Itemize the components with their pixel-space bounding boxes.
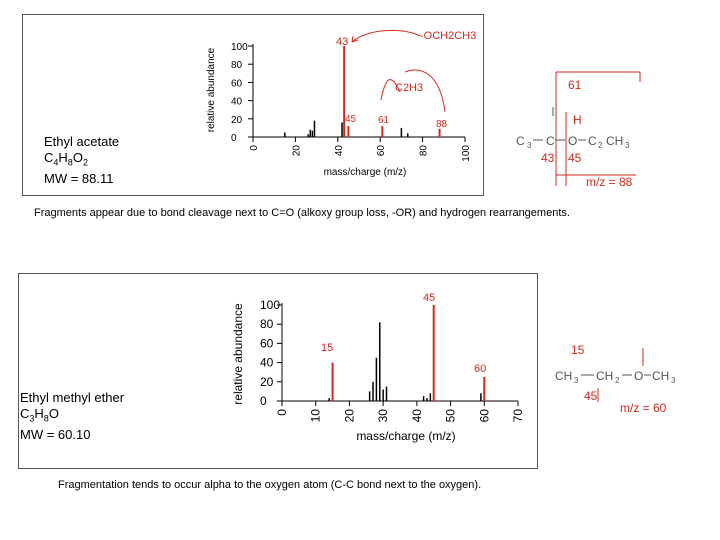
x-tick-label: 10 [309, 409, 323, 423]
arrow-loss-c2h3 [380, 79, 401, 101]
svg-text:3: 3 [574, 376, 579, 385]
svg-text:C: C [588, 134, 597, 148]
svg-text:CH: CH [555, 369, 572, 383]
arrow-88-45 [404, 69, 446, 113]
fragment-label-61: 61 [568, 78, 582, 92]
caption-ethyl-methyl-ether: Fragmentation tends to occur alpha to th… [58, 479, 482, 491]
x-tick-label: 40 [410, 409, 424, 423]
svg-text:3: 3 [671, 376, 676, 385]
structure-ethyl-acetate: 61 H C 3 C O C 2 CH 3 43 45 m/z = 88 [516, 71, 641, 189]
label-c2h3: C2H3 [395, 82, 423, 94]
mass-spectrum-ethyl-acetate: 0 20 40 60 80 100 0 20 40 60 80 100 mass/charge (m/z… [206, 29, 641, 189]
x-tick-label: 20 [291, 145, 302, 157]
x-axis-label: mass/charge (m/z) [356, 429, 455, 443]
svg-text:CH: CH [606, 134, 623, 148]
fragment-label-45: 45 [584, 389, 598, 403]
molecular-weight: MW = 88.11 [44, 170, 114, 186]
svg-text:C: C [546, 134, 555, 148]
x-axis-label: mass/charge (m/z) [324, 167, 407, 178]
structure-ethyl-methyl-ether: 15 CH 3 CH 2 O CH 3 45 m/z = 60 [555, 343, 676, 415]
peak-label-45: 45 [423, 292, 435, 304]
peak-label-61: 61 [378, 115, 390, 126]
x-tick-label: 60 [376, 145, 387, 157]
svg-text:2: 2 [598, 141, 603, 150]
y-axis-label: relative abundance [231, 303, 245, 405]
compound-formula: C4H8O2 [44, 150, 88, 168]
y-tick-label: 100 [260, 298, 280, 312]
compound-formula: C3H8O [20, 406, 59, 424]
x-tick-label: 60 [477, 409, 491, 423]
compound-name: Ethyl methyl ether [20, 390, 125, 405]
y-tick-label: 80 [231, 60, 243, 71]
compound-label-ethyl-methyl-ether: Ethyl methyl ether C3H8O MW = 60.10 [20, 390, 124, 443]
spectrum-panel-ethyl-methyl-ether [18, 273, 538, 469]
y-tick-label: 0 [231, 133, 237, 144]
arrow-loss-och2ch3 [351, 29, 421, 43]
label-och2ch3: -OCH2CH3 [420, 30, 476, 42]
peak-label-60: 60 [474, 363, 486, 375]
peak-label-15: 15 [321, 342, 333, 354]
y-tick-label: 0 [260, 394, 267, 408]
x-tick-label: 50 [444, 409, 458, 423]
peak-label-43: 43 [336, 36, 348, 48]
fragment-label-43: 43 [541, 151, 555, 165]
atom-label-h: H [573, 113, 582, 127]
svg-text:O: O [568, 134, 577, 148]
y-tick-label: 40 [260, 356, 274, 370]
y-tick-label: 100 [231, 42, 248, 53]
svg-text:2: 2 [615, 376, 620, 385]
svg-text:O: O [634, 369, 643, 383]
x-tick-label: 0 [249, 145, 260, 151]
compound-label-ethyl-acetate: Ethyl acetate C4H8O2 MW = 88.11 [44, 134, 119, 187]
svg-text:CH: CH [652, 369, 669, 383]
peak-label-45: 45 [345, 114, 357, 125]
molecular-ion-label: m/z = 88 [586, 175, 633, 189]
svg-text:C: C [516, 134, 525, 148]
molecular-weight: MW = 60.10 [20, 426, 91, 442]
x-tick-label: 0 [275, 409, 289, 416]
svg-text:3: 3 [625, 141, 630, 150]
y-tick-label: 80 [260, 317, 274, 331]
mass-spectrum-ethyl-methyl-ether: 0 20 40 60 80 100 0 10 20 30 40 50 60 70 mass/charge (… [231, 292, 676, 443]
svg-text:CH: CH [596, 369, 613, 383]
x-tick-label: 100 [461, 145, 472, 162]
svg-text:3: 3 [527, 141, 532, 150]
y-tick-label: 60 [260, 336, 274, 350]
fragment-label-15: 15 [571, 343, 585, 357]
fragment-label-45: 45 [568, 151, 582, 165]
y-tick-label: 20 [260, 375, 274, 389]
x-tick-label: 70 [511, 409, 525, 423]
x-tick-label: 30 [376, 409, 390, 423]
y-tick-label: 20 [231, 115, 243, 126]
compound-name: Ethyl acetate [44, 134, 120, 149]
x-tick-label: 80 [419, 145, 430, 157]
y-axis-label: relative abundance [206, 47, 217, 132]
x-tick-label: 20 [342, 409, 356, 423]
y-tick-label: 40 [231, 97, 243, 108]
peak-label-88: 88 [436, 119, 448, 130]
caption-ethyl-acetate: Fragments appear due to bond cleavage ne… [34, 207, 570, 219]
x-tick-label: 40 [334, 145, 345, 157]
molecular-ion-label: m/z = 60 [620, 401, 667, 415]
y-tick-label: 60 [231, 78, 243, 89]
